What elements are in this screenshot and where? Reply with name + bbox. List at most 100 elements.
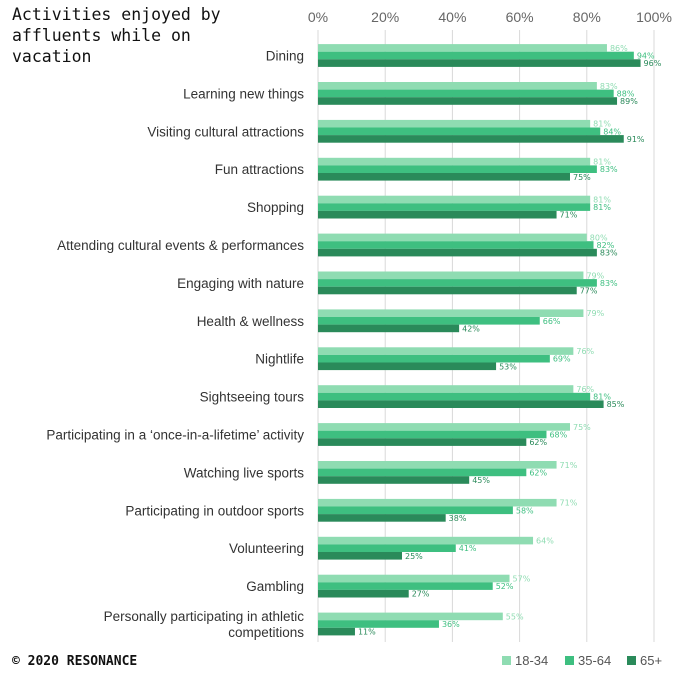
data-label: 55% — [506, 612, 524, 621]
category-label: Nightlife — [255, 352, 304, 367]
bar-35-64 — [318, 51, 634, 60]
data-label: 71% — [560, 211, 578, 220]
bar-18-34 — [318, 612, 503, 621]
bar-35-64 — [318, 279, 597, 287]
legend-swatch — [565, 656, 574, 665]
bar-18-34 — [318, 195, 591, 204]
data-label: 57% — [513, 575, 531, 584]
category-label: Personally participating in athletic comp… — [104, 609, 305, 640]
bar-65+ — [318, 173, 570, 181]
data-label: 77% — [580, 287, 598, 296]
bar-18-34 — [318, 536, 534, 545]
bar-35-64 — [318, 354, 550, 363]
data-label: 45% — [472, 476, 490, 485]
data-label: 76% — [576, 385, 594, 394]
data-label: 85% — [607, 400, 625, 409]
data-label: 75% — [573, 173, 591, 182]
data-label: 81% — [593, 158, 611, 167]
category-label: Attending cultural events & performances — [57, 238, 304, 253]
category-label: Gambling — [246, 579, 304, 594]
data-label: 62% — [529, 468, 547, 477]
data-label: 62% — [529, 438, 547, 447]
bar-65+ — [318, 400, 604, 408]
data-label: 25% — [405, 552, 423, 561]
data-label: 64% — [536, 537, 554, 546]
legend-label: 65+ — [640, 653, 662, 668]
bar-35-64 — [318, 317, 540, 325]
data-label: 81% — [593, 196, 611, 205]
data-label: 79% — [586, 309, 604, 318]
chart-title: Activities enjoyed by affluents while on… — [12, 5, 221, 66]
bar-65+ — [318, 210, 557, 219]
data-label: 84% — [603, 127, 621, 136]
bar-18-34 — [318, 119, 591, 128]
bar-35-64 — [318, 468, 527, 477]
bar-65+ — [318, 286, 577, 295]
data-label: 41% — [459, 544, 477, 553]
data-label: 88% — [617, 89, 635, 98]
bar-35-64 — [318, 165, 597, 173]
category-label: Participating in a ‘once-in-a-lifetime’ … — [46, 428, 304, 443]
bar-18-34 — [318, 347, 574, 355]
bar-18-34 — [318, 44, 607, 52]
data-label: 96% — [644, 59, 662, 68]
data-label: 80% — [590, 233, 608, 242]
data-label: 83% — [600, 165, 618, 174]
x-tick-label: 40% — [438, 9, 466, 25]
data-label: 11% — [358, 628, 376, 637]
bar-35-64 — [318, 582, 493, 590]
data-label: 38% — [449, 514, 467, 523]
data-label: 94% — [637, 52, 655, 61]
bar-65+ — [318, 552, 402, 560]
legend-swatch — [627, 656, 636, 665]
bar-65+ — [318, 514, 446, 522]
legend: 18-34 35-64 65+ — [502, 653, 662, 668]
category-label: Fun attractions — [215, 162, 305, 177]
data-label: 91% — [627, 135, 645, 144]
bar-35-64 — [318, 430, 547, 439]
x-tick-label: 20% — [371, 9, 399, 25]
x-tick-label: 60% — [506, 9, 534, 25]
legend-swatch — [502, 656, 511, 665]
bar-35-64 — [318, 544, 456, 552]
bar-65+ — [318, 362, 497, 371]
data-label: 83% — [600, 82, 618, 91]
legend-label: 35-64 — [578, 653, 611, 668]
data-label: 81% — [593, 393, 611, 402]
data-label: 83% — [600, 279, 618, 288]
copyright-text: © 2020 RESONANCE — [12, 654, 138, 669]
bar-35-64 — [318, 241, 594, 249]
category-labels: Dining Learning new things Visiting cultur… — [46, 49, 304, 641]
category-label: Dining — [266, 49, 304, 64]
data-label: 86% — [610, 44, 628, 53]
data-label: 75% — [573, 423, 591, 432]
bar-35-64 — [318, 392, 591, 401]
data-label: 52% — [496, 582, 514, 591]
bar-18-34 — [318, 82, 597, 90]
data-label: 69% — [553, 355, 571, 364]
data-label: 36% — [442, 620, 460, 629]
data-label: 81% — [593, 203, 611, 212]
category-label: Sightseeing tours — [200, 390, 305, 405]
bar-35-64 — [318, 620, 439, 628]
bar-35-64 — [318, 506, 513, 515]
data-label: 71% — [560, 499, 578, 508]
bars: 86%94%96%83%88%89%81%84%91%81%83%75%81%8… — [318, 44, 662, 637]
category-label: Watching live sports — [184, 465, 305, 480]
bar-18-34 — [318, 498, 557, 507]
bar-65+ — [318, 589, 409, 598]
data-label: 42% — [462, 324, 480, 333]
legend-label: 18-34 — [515, 653, 548, 668]
category-label: Visiting cultural attractions — [147, 124, 304, 139]
data-label: 66% — [543, 317, 561, 326]
data-label: 68% — [549, 431, 567, 440]
bar-18-34 — [318, 423, 570, 431]
data-label: 82% — [597, 241, 615, 250]
category-label: Participating in outdoor sports — [125, 503, 304, 518]
bar-35-64 — [318, 89, 614, 98]
bar-65+ — [318, 324, 460, 333]
data-label: 76% — [576, 347, 594, 356]
x-tick-label: 100% — [636, 9, 672, 25]
bar-65+ — [318, 476, 470, 484]
